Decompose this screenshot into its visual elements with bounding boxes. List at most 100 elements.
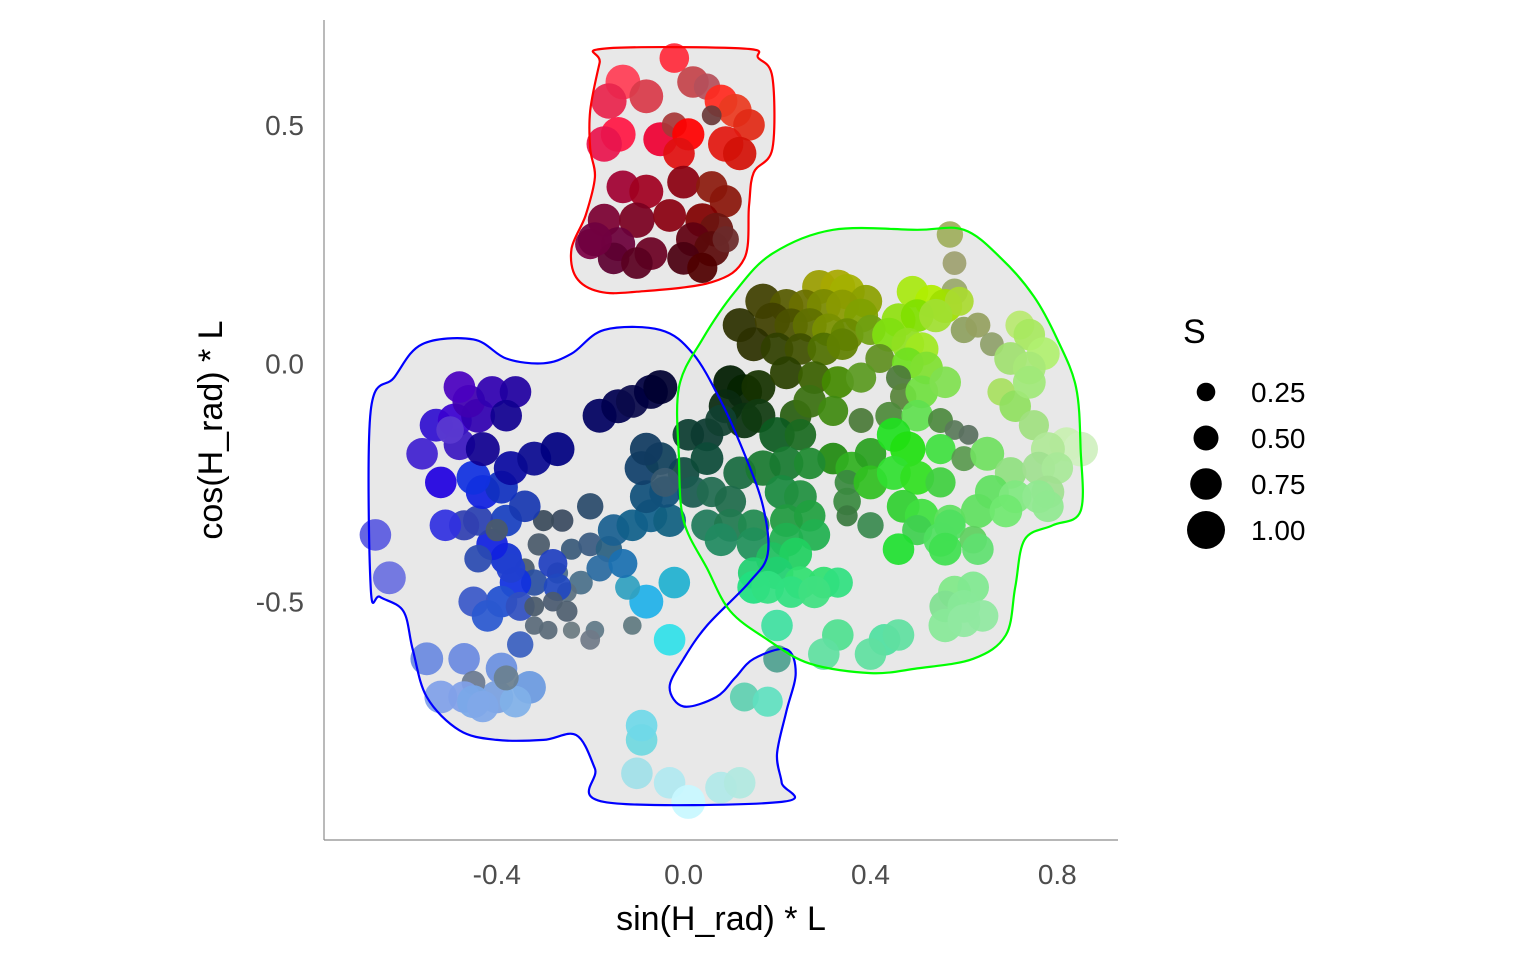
data-point	[970, 436, 1005, 471]
data-point	[496, 553, 526, 583]
data-point	[901, 399, 933, 432]
data-point	[936, 221, 964, 248]
data-point	[373, 561, 406, 595]
data-point	[690, 442, 724, 475]
data-point	[944, 286, 974, 316]
data-point	[709, 185, 742, 218]
data-point	[621, 757, 653, 790]
data-point	[586, 555, 613, 582]
legend-label: 0.75	[1251, 469, 1306, 500]
data-point	[704, 523, 738, 557]
y-axis-title: cos(H_rad) * L	[192, 320, 230, 539]
data-point	[499, 376, 532, 408]
data-point	[1032, 490, 1064, 523]
y-tick-label: -0.5	[256, 587, 304, 618]
data-point	[476, 376, 508, 408]
data-point	[671, 784, 706, 819]
data-point	[505, 591, 535, 621]
data-point	[629, 79, 664, 114]
y-tick-label: 0.5	[265, 110, 304, 141]
data-point	[759, 417, 795, 453]
data-point	[653, 624, 686, 656]
data-point	[467, 690, 499, 723]
data-point	[629, 432, 663, 466]
x-tick-label: 0.8	[1038, 859, 1077, 890]
data-point	[551, 509, 574, 532]
data-point	[925, 467, 956, 498]
data-point	[560, 538, 583, 560]
data-point	[580, 629, 601, 650]
data-point	[465, 432, 500, 467]
data-point	[532, 509, 555, 532]
legend-key	[1196, 382, 1216, 402]
data-point	[836, 505, 858, 527]
data-point	[608, 549, 638, 578]
data-point	[436, 416, 464, 444]
data-point	[577, 493, 604, 520]
data-point	[919, 298, 953, 333]
data-point	[538, 549, 568, 578]
data-point	[509, 490, 541, 523]
data-point	[591, 83, 627, 119]
data-point	[900, 460, 935, 495]
data-point	[490, 399, 522, 432]
data-point	[621, 247, 653, 279]
data-point	[619, 202, 655, 238]
data-point	[846, 362, 877, 393]
x-tick-label: -0.4	[473, 859, 521, 890]
data-point	[524, 596, 545, 617]
data-point	[443, 371, 476, 403]
data-point	[798, 576, 831, 609]
data-point	[960, 494, 995, 528]
data-point	[615, 574, 641, 600]
data-point	[659, 43, 690, 73]
data-point	[848, 408, 874, 433]
data-point	[667, 165, 700, 199]
data-point	[808, 638, 840, 670]
data-point	[705, 404, 737, 437]
data-point	[425, 466, 457, 499]
legend-label: 0.50	[1251, 423, 1306, 454]
data-point	[562, 621, 581, 639]
data-point	[507, 631, 534, 658]
data-point	[761, 609, 793, 642]
data-point	[834, 469, 860, 495]
hull-outline-red	[569, 45, 776, 295]
data-point	[471, 600, 504, 632]
data-point	[818, 395, 849, 426]
data-point	[493, 665, 519, 691]
data-point	[429, 509, 462, 542]
data-point	[524, 616, 544, 635]
data-point	[410, 642, 444, 676]
data-point	[714, 485, 747, 518]
data-point	[741, 370, 776, 405]
data-point	[629, 174, 664, 209]
data-point	[821, 366, 854, 399]
data-point	[456, 460, 491, 495]
data-point	[650, 467, 680, 497]
data-point	[1012, 365, 1046, 399]
data-point	[586, 126, 622, 162]
data-point	[625, 709, 658, 742]
data-point	[775, 576, 807, 608]
data-point	[942, 251, 967, 275]
data-point	[723, 136, 757, 171]
data-point	[538, 620, 558, 640]
legend-key	[1193, 425, 1219, 451]
data-point	[958, 424, 979, 445]
x-tick-labels: -0.4 0.0 0.4 0.8	[473, 859, 1077, 890]
data-point	[854, 438, 887, 470]
data-point	[857, 512, 884, 539]
data-point	[485, 518, 508, 542]
x-axis-title: sin(H_rad) * L	[616, 900, 826, 938]
legend-label: 0.25	[1251, 377, 1306, 408]
data-point	[826, 328, 859, 361]
data-point	[540, 432, 575, 467]
data-point	[424, 680, 458, 714]
data-point	[712, 226, 739, 253]
data-point	[663, 137, 695, 170]
data-point	[793, 385, 827, 418]
data-point	[464, 544, 492, 573]
